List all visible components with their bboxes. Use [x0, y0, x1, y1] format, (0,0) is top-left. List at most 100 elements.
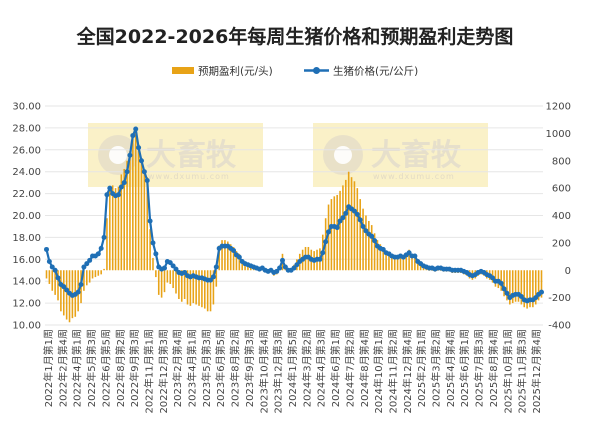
price-point: [44, 246, 49, 252]
profit-bar: [238, 253, 241, 271]
left-tick-label: 18.00: [12, 233, 41, 244]
x-tick-label: 2025年6月第1周: [458, 329, 471, 407]
x-tick-label: 2024年6月第1周: [329, 329, 342, 407]
price-point: [144, 177, 150, 183]
profit-bar: [100, 270, 102, 275]
price-point: [55, 275, 61, 281]
profit-bar: [244, 263, 246, 271]
price-point: [124, 169, 130, 175]
profit-bar: [353, 181, 356, 271]
price-point: [141, 169, 147, 175]
price-point: [81, 264, 87, 270]
profit-bar: [120, 174, 123, 271]
price-point: [294, 262, 300, 268]
price-point: [343, 210, 349, 216]
price-point: [363, 228, 369, 234]
price-point: [326, 229, 332, 235]
price-point: [533, 295, 539, 301]
profit-bar: [209, 270, 212, 312]
profit-bar: [500, 270, 503, 291]
left-tick-label: 14.00: [12, 277, 41, 288]
price-point: [173, 266, 179, 272]
profit-bar: [506, 270, 508, 301]
x-tick-label: 2024年10月第1周: [372, 329, 385, 414]
profit-bar: [396, 256, 399, 271]
right-tick-label: -200: [548, 293, 571, 304]
profit-bar: [227, 241, 229, 271]
profit-bar: [54, 270, 56, 295]
profit-bar: [157, 270, 160, 295]
profit-bar: [520, 270, 523, 305]
profit-bar: [339, 190, 341, 271]
profit-bar: [391, 255, 393, 271]
profit-bar: [62, 270, 65, 316]
price-point: [210, 274, 216, 280]
legend: 预期盈利(元/头) 生猪价格(元/公斤): [172, 65, 418, 78]
profit-bar: [523, 270, 526, 308]
profit-bar: [373, 233, 376, 271]
x-tick-label: 2022年5月第3周: [85, 329, 98, 407]
profit-bar: [126, 160, 128, 271]
price-point: [340, 215, 346, 221]
price-point: [153, 251, 159, 257]
chart-title: 全国2022-2026年每周生猪价格和预期盈利走势图: [76, 25, 514, 48]
price-point: [61, 284, 67, 290]
legend-line-marker: [313, 67, 320, 74]
profit-bar: [94, 270, 97, 278]
profit-bar: [206, 270, 209, 312]
profit-bar: [85, 270, 88, 286]
left-tick-label: 22.00: [12, 189, 41, 200]
profit-bar: [172, 270, 174, 289]
profit-bar: [379, 244, 382, 271]
price-point: [369, 233, 375, 239]
profit-bar: [405, 253, 408, 271]
price-point: [52, 267, 58, 273]
x-tick-label: 2022年1月第1周: [42, 329, 55, 407]
right-tick-label: 200: [552, 238, 571, 249]
price-point: [107, 185, 113, 191]
profit-bar: [416, 262, 419, 271]
x-tick-label: 2024年12月第4周: [401, 329, 414, 414]
x-tick-label: 2023年2月第4周: [171, 329, 184, 407]
x-tick-label: 2022年2月第4周: [56, 329, 69, 407]
price-point: [127, 152, 133, 158]
profit-bar: [537, 270, 540, 301]
profit-bar: [83, 270, 85, 291]
profit-bar: [494, 270, 497, 287]
profit-bar: [327, 204, 330, 271]
profit-bar: [111, 185, 114, 271]
price-point: [75, 289, 81, 295]
profit-bar: [48, 270, 51, 284]
x-tick-label: 2022年8月第2周: [114, 329, 127, 407]
price-point: [161, 265, 167, 271]
price-point: [323, 239, 329, 245]
profit-bar: [198, 270, 200, 306]
price-point: [208, 277, 214, 283]
price-point: [133, 126, 139, 132]
left-tick-label: 16.00: [12, 255, 41, 266]
left-tick-label: 20.00: [12, 211, 41, 222]
price-point: [380, 246, 386, 252]
price-point: [98, 245, 104, 251]
profit-bar: [356, 188, 359, 271]
profit-bar: [419, 264, 422, 271]
price-point: [121, 180, 127, 186]
x-tick-label: 2025年12月第4周: [530, 329, 543, 414]
legend-line-label: 生猪价格(元/公斤): [333, 65, 418, 78]
profit-bar: [129, 151, 131, 271]
price-point: [360, 223, 366, 229]
profit-bar: [382, 246, 385, 271]
right-tick-label: -400: [548, 321, 571, 332]
profit-bar: [155, 270, 157, 278]
price-point: [46, 258, 52, 264]
x-tick-label: 2025年10月第1周: [501, 329, 514, 414]
profit-bar: [134, 129, 137, 271]
price-point: [357, 217, 363, 223]
profit-bar: [532, 270, 534, 308]
price-point: [182, 269, 188, 275]
profit-bar: [229, 244, 232, 271]
profit-bar: [51, 270, 54, 291]
x-tick-label: 2024年11月第2周: [386, 329, 399, 414]
right-tick-label: 400: [552, 211, 571, 222]
profit-bar: [106, 218, 108, 271]
